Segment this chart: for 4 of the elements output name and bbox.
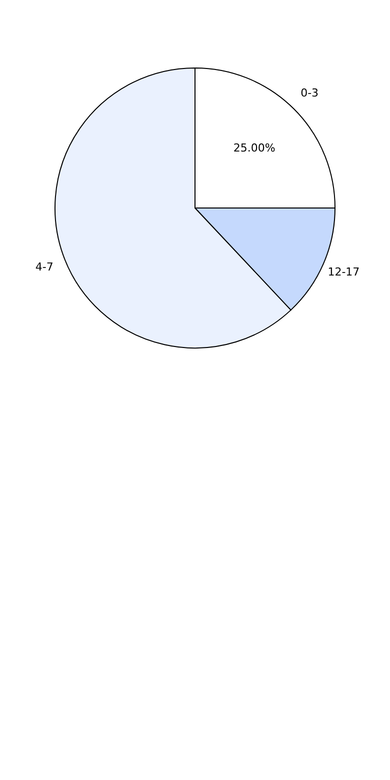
slice-label: 12-17 <box>328 265 360 278</box>
data-label: 25.00% <box>233 142 276 155</box>
slice-label: 0-3 <box>300 86 319 100</box>
slice-label: 4-7 <box>35 260 54 274</box>
